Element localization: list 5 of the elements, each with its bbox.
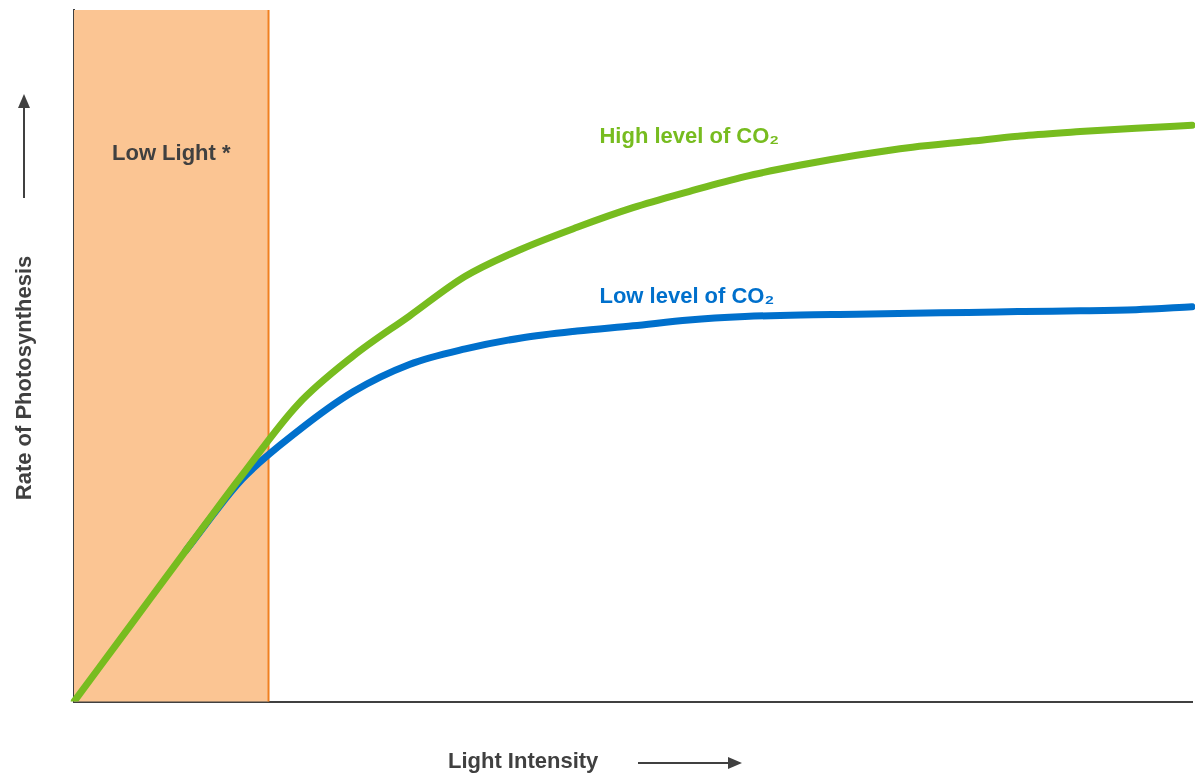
annotation: Low Light * [112, 140, 231, 165]
series-label: Low level of CO₂ [599, 282, 775, 308]
series-label: High level of CO₂ [599, 123, 780, 149]
y-axis-title: Rate of Photosynthesis [11, 255, 37, 501]
x-axis-title: Light Intensity [448, 748, 599, 774]
